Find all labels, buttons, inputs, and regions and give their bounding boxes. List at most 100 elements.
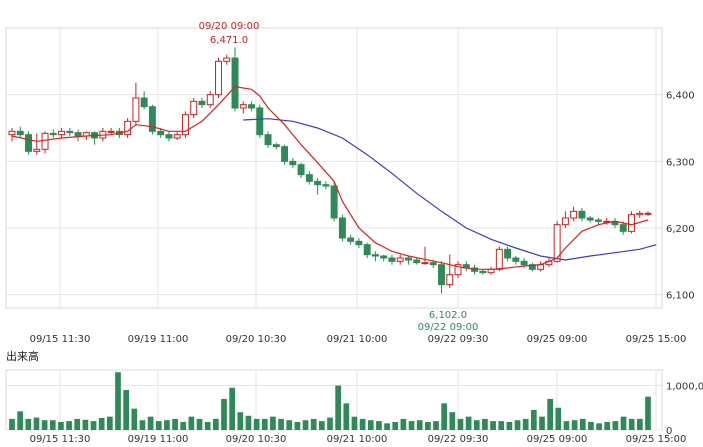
- volume-bar: [416, 420, 423, 430]
- volume-x-tick-label: 09/25 15:00: [626, 434, 687, 445]
- candle-down: [429, 262, 437, 266]
- volume-bar: [41, 420, 48, 430]
- volume-bar: [90, 421, 97, 430]
- volume-bar: [327, 417, 333, 430]
- volume-bar: [343, 403, 350, 430]
- candle-down: [578, 210, 586, 219]
- price-x-tick-label: 09/25 15:00: [626, 334, 687, 345]
- volume-bar: [180, 422, 187, 430]
- candle-up: [495, 248, 503, 270]
- price-x-tick-label: 09/20 10:30: [226, 334, 287, 345]
- candle-down: [281, 146, 289, 162]
- candle-up: [173, 134, 181, 139]
- volume-bar: [82, 419, 89, 430]
- candle-up: [215, 60, 222, 96]
- volume-bar: [465, 416, 472, 430]
- low-annotation-value: 6,102.0: [429, 310, 467, 321]
- candle-down: [619, 224, 627, 232]
- volume-bar: [58, 422, 64, 430]
- volume-bar: [408, 421, 415, 430]
- volume-bar: [139, 420, 146, 430]
- volume-bar: [147, 416, 154, 430]
- candle-down: [231, 57, 239, 109]
- volume-bar: [49, 420, 56, 430]
- volume-bar: [115, 372, 121, 430]
- volume-bar: [335, 385, 342, 430]
- price-x-axis: 09/15 11:30 09/19 11:00 09/20 10:30 09/21 1…: [30, 334, 687, 345]
- candle-down: [413, 259, 421, 264]
- ma-short-line: [11, 86, 649, 270]
- volume-bar: [33, 417, 40, 430]
- candle-down: [479, 270, 487, 274]
- volume-bar: [237, 412, 244, 430]
- candle-down: [16, 130, 24, 136]
- volume-bar: [123, 390, 130, 430]
- volume-bar: [457, 418, 464, 430]
- volume-bar: [229, 387, 236, 430]
- volume-bar: [17, 411, 24, 430]
- candle-down: [380, 255, 388, 259]
- volume-bar: [563, 421, 570, 430]
- candle-down: [272, 144, 280, 148]
- candle-down: [330, 185, 338, 219]
- candle-up: [628, 214, 635, 232]
- volume-bar: [433, 421, 439, 430]
- volume-x-tick-label: 09/25 09:00: [527, 434, 588, 445]
- candle-up: [223, 57, 231, 62]
- ma-long-line: [243, 118, 657, 261]
- volume-bar: [498, 421, 505, 430]
- candle-down: [74, 132, 82, 137]
- candle-up: [132, 97, 140, 122]
- candle-up: [636, 212, 644, 216]
- volume-x-axis: 09/15 11:30 09/19 11:00 09/20 10:30 09/21 1…: [30, 434, 687, 445]
- candle-down: [148, 106, 156, 132]
- price-x-tick-label: 09/15 11:30: [30, 334, 91, 345]
- price-y-tick-label: 6,400: [666, 91, 695, 102]
- volume-bar: [604, 422, 611, 430]
- volume-bar: [612, 421, 619, 430]
- volume-bar: [351, 416, 358, 430]
- volume-bar: [571, 420, 578, 430]
- candle-up: [644, 212, 652, 215]
- high-annotation-time: 09/20 09:00: [199, 21, 260, 32]
- candle-up: [396, 257, 404, 262]
- candle-up: [421, 262, 429, 265]
- volume-x-tick-label: 09/15 11:30: [30, 434, 91, 445]
- candle-down: [198, 100, 206, 106]
- volume-bar: [221, 398, 227, 430]
- volume-bar: [539, 416, 545, 430]
- low-annotation-time: 09/22 09:00: [418, 322, 479, 333]
- volume-bar: [302, 420, 309, 430]
- candle-up: [570, 210, 578, 219]
- volume-x-tick-label: 09/22 09:30: [428, 434, 489, 445]
- volume-bar: [253, 418, 260, 430]
- volume-bar: [310, 418, 317, 430]
- volume-bar: [555, 407, 562, 430]
- price-x-tick-label: 09/19 11:00: [128, 334, 189, 345]
- candle-down: [504, 248, 512, 259]
- volume-bar: [131, 408, 138, 430]
- volume-bar: [25, 418, 32, 430]
- volume-bar: [547, 398, 554, 430]
- volume-bar: [400, 418, 407, 430]
- candle-down: [25, 134, 32, 152]
- candle-down: [338, 217, 346, 239]
- volume-bar: [376, 421, 382, 430]
- volume-bar: [441, 403, 448, 430]
- price-y-tick-label: 6,300: [666, 157, 695, 168]
- price-y-tick-label: 6,100: [666, 291, 695, 302]
- volume-bars: [9, 372, 651, 430]
- candle-down: [264, 134, 272, 146]
- volume-bar: [482, 418, 488, 430]
- high-annotation-value: 6,471.0: [210, 35, 248, 46]
- candle-up: [124, 120, 132, 136]
- candle-up: [107, 130, 115, 133]
- volume-bar: [359, 418, 366, 430]
- volume-bar: [278, 418, 284, 430]
- candle-down: [140, 97, 148, 108]
- candle-down: [520, 260, 528, 266]
- candle-down: [165, 134, 173, 139]
- volume-title: 出来高: [6, 349, 39, 363]
- volume-bar: [270, 416, 276, 430]
